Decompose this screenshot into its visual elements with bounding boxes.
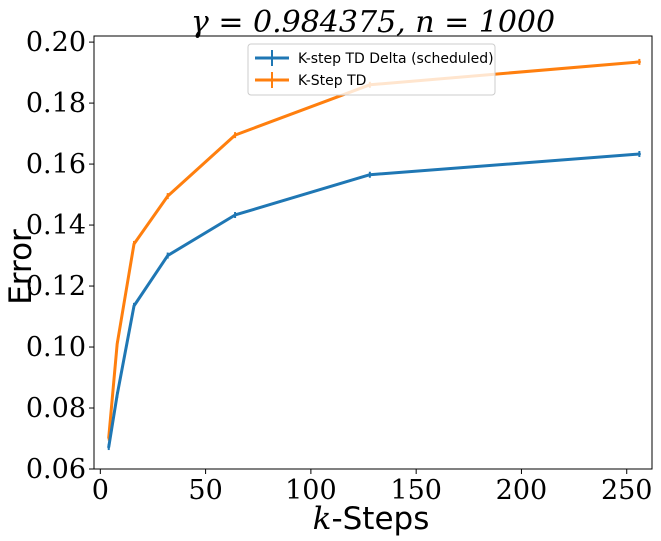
x-tick-label: 100 [285,475,337,506]
y-tick-label: 0.14 [26,210,86,241]
x-axis-label: k-Steps [313,501,430,537]
y-tick-label: 0.12 [26,271,86,302]
x-axis-ticks: 0 50 100 150 200 250 [92,469,653,506]
y-tick-label: 0.06 [26,454,86,485]
legend-frame [247,43,496,96]
plot-frame [93,35,653,470]
x-tick-label: 50 [188,475,222,506]
legend-label: K-Step TD [298,73,366,89]
chart-title: γ = 0.984375, n = 1000 [191,5,555,40]
legend-label: K-step TD Delta (scheduled) [298,51,494,67]
series-layer [107,58,641,451]
x-tick-label: 150 [390,475,442,506]
y-tick-label: 0.20 [26,27,86,58]
y-tick-label: 0.10 [26,332,86,363]
y-axis-label: Error [3,229,39,305]
legend: K-step TD Delta (scheduled) K-Step TD [247,43,496,96]
y-tick-label: 0.16 [26,149,86,180]
series-line [107,152,641,449]
y-tick-label: 0.08 [26,393,86,424]
x-tick-label: 250 [601,475,653,506]
y-tick-label: 0.18 [26,88,86,119]
y-axis-ticks: 0.06 0.08 0.10 0.12 0.14 0.16 0.18 0.20 [26,27,94,485]
x-tick-label: 0 [92,475,109,506]
series-line [107,60,641,440]
x-tick-label: 200 [496,475,548,506]
